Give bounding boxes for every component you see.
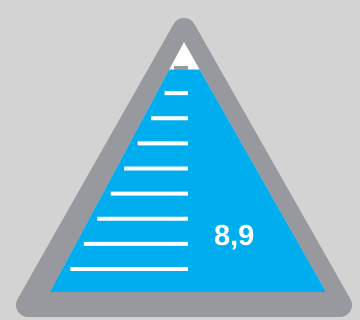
gauge-tick xyxy=(97,216,188,221)
gauge-tick xyxy=(83,241,188,246)
gauge-ticks xyxy=(70,66,188,271)
gauge-tick xyxy=(110,191,188,196)
gauge-tick xyxy=(164,91,188,96)
gauge-tick xyxy=(174,66,188,70)
gauge-tick xyxy=(137,141,188,146)
gauge-tick xyxy=(124,166,188,171)
gauge-tick xyxy=(151,116,188,121)
gauge-tick xyxy=(70,267,188,271)
gauge-value-readout: 8,9 xyxy=(214,220,255,252)
